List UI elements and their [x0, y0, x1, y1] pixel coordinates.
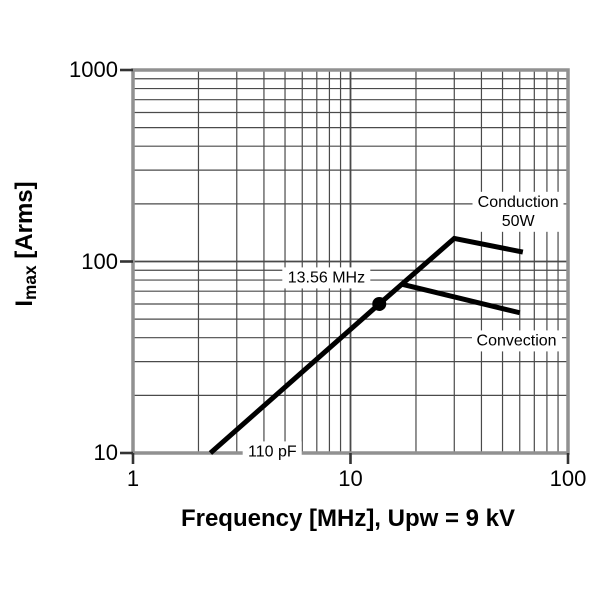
y-axis-title-units: [Arms]	[11, 181, 38, 266]
y-axis-title: Imax [Arms]	[11, 181, 40, 307]
x-tick-label: 10	[338, 466, 363, 491]
y-tick-label: 1000	[69, 57, 118, 82]
annotation-convection: Convection	[471, 330, 562, 352]
series-line-convection	[401, 281, 521, 316]
x-tick-label: 100	[549, 466, 587, 491]
annotation-capacitance: 110 pF	[242, 441, 302, 463]
annotation-conduction: Conduction 50W	[472, 191, 564, 232]
y-axis-title-symbol: I	[11, 299, 38, 307]
y-tick-label: 100	[81, 248, 118, 274]
x-axis-title: Frequency [MHz], Upw = 9 kV	[180, 505, 516, 532]
series-line-capacitor-limit-110-pf-conduction-50w	[208, 235, 524, 455]
y-tick-label: 10	[93, 440, 118, 465]
annotation-line: 110 pF	[247, 443, 297, 461]
annotation-line: 13.56 MHz	[287, 269, 366, 287]
annotation-line: Conduction	[477, 193, 559, 211]
y-axis-title-subscript: max	[19, 265, 40, 300]
x-tick-label: 1	[126, 466, 140, 491]
annotation-frequency-marker: 13.56 MHz	[282, 267, 371, 289]
annotation-line: 50W	[501, 212, 535, 230]
annotation-line: Convection	[476, 332, 557, 350]
marker-dot-13-56-mhz	[372, 296, 387, 311]
